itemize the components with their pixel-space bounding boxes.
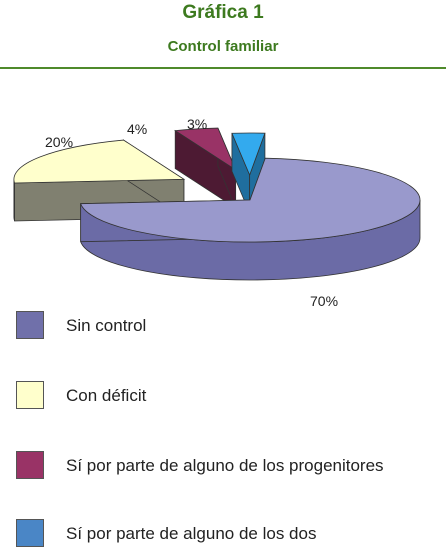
legend-item-sin-control: Sin control: [16, 311, 446, 343]
legend-swatch: [16, 311, 44, 339]
legend-item-los-dos: Sí por parte de alguno de los dos: [16, 519, 446, 551]
legend-item-progenitores: Sí por parte de alguno de los progenitor…: [16, 451, 446, 483]
legend-swatch: [16, 451, 44, 479]
pie-slice: [174, 127, 237, 209]
chart-title: Gráfica 1: [182, 2, 264, 23]
title-divider: [0, 67, 446, 69]
chart-subtitle: Control familiar: [167, 38, 279, 55]
legend-label: Sin control: [66, 316, 147, 335]
pie-slice-top: [80, 157, 421, 243]
legend-swatch: [16, 381, 44, 409]
legend-label: Con déficit: [66, 386, 147, 405]
legend-label: Sí por parte de alguno de los progenitor…: [66, 456, 384, 475]
pie-slice-top: [174, 127, 237, 171]
pie-slice-top: [231, 132, 266, 177]
pie-data-label: 70%: [310, 293, 338, 309]
pie-data-label: 4%: [127, 121, 147, 137]
pie-data-label: 3%: [187, 116, 207, 132]
pie-slice-top: [13, 139, 186, 184]
legend-item-con-deficit: Con déficit: [16, 381, 446, 413]
pie-slice: [80, 157, 421, 281]
legend-swatch: [16, 519, 44, 547]
legend-label: Sí por parte de alguno de los dos: [66, 524, 317, 543]
pie-data-label: 20%: [45, 134, 73, 150]
